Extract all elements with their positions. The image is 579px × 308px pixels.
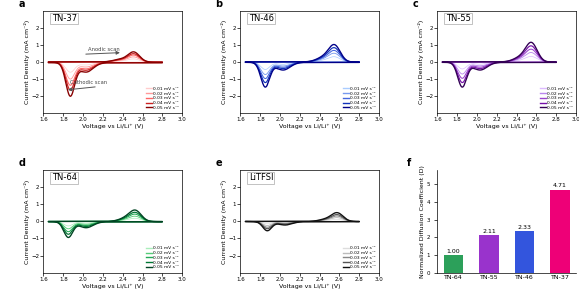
- Text: c: c: [412, 0, 418, 9]
- Y-axis label: Current Density (mA cm⁻²): Current Density (mA cm⁻²): [221, 20, 227, 104]
- Legend: 0.01 mV s⁻¹, 0.02 mV s⁻¹, 0.03 mV s⁻¹, 0.04 mV s⁻¹, 0.05 mV s⁻¹: 0.01 mV s⁻¹, 0.02 mV s⁻¹, 0.03 mV s⁻¹, 0…: [343, 86, 377, 111]
- X-axis label: Voltage vs Li/Li⁺ (V): Voltage vs Li/Li⁺ (V): [82, 124, 144, 129]
- Text: Cathodic scan: Cathodic scan: [70, 80, 107, 85]
- Y-axis label: Current Density (mA cm⁻²): Current Density (mA cm⁻²): [24, 179, 30, 264]
- Legend: 0.01 mV s⁻¹, 0.02 mV s⁻¹, 0.03 mV s⁻¹, 0.04 mV s⁻¹, 0.05 mV s⁻¹: 0.01 mV s⁻¹, 0.02 mV s⁻¹, 0.03 mV s⁻¹, 0…: [343, 245, 377, 270]
- Text: TN-37: TN-37: [52, 14, 77, 23]
- Text: e: e: [215, 158, 222, 168]
- Text: b: b: [215, 0, 222, 9]
- Legend: 0.01 mV s⁻¹, 0.02 mV s⁻¹, 0.03 mV s⁻¹, 0.04 mV s⁻¹, 0.05 mV s⁻¹: 0.01 mV s⁻¹, 0.02 mV s⁻¹, 0.03 mV s⁻¹, 0…: [540, 86, 574, 111]
- Text: TN-64: TN-64: [52, 173, 77, 182]
- Text: 2.11: 2.11: [482, 229, 496, 234]
- Y-axis label: Current Density (mA cm⁻²): Current Density (mA cm⁻²): [221, 179, 227, 264]
- Bar: [515, 232, 534, 273]
- Text: a: a: [19, 0, 25, 9]
- Text: LiTFSI: LiTFSI: [249, 173, 273, 182]
- Text: 1.00: 1.00: [446, 249, 460, 254]
- Text: TN-55: TN-55: [446, 14, 471, 23]
- Bar: [444, 255, 463, 273]
- X-axis label: Voltage vs Li/Li⁺ (V): Voltage vs Li/Li⁺ (V): [279, 124, 340, 129]
- Legend: 0.01 mV s⁻¹, 0.02 mV s⁻¹, 0.03 mV s⁻¹, 0.04 mV s⁻¹, 0.05 mV s⁻¹: 0.01 mV s⁻¹, 0.02 mV s⁻¹, 0.03 mV s⁻¹, 0…: [145, 86, 180, 111]
- Legend: 0.01 mV s⁻¹, 0.02 mV s⁻¹, 0.03 mV s⁻¹, 0.04 mV s⁻¹, 0.05 mV s⁻¹: 0.01 mV s⁻¹, 0.02 mV s⁻¹, 0.03 mV s⁻¹, 0…: [145, 245, 180, 270]
- Text: Anodic scan: Anodic scan: [88, 47, 120, 52]
- Y-axis label: Current Density (mA cm⁻²): Current Density (mA cm⁻²): [24, 20, 30, 104]
- Text: 4.71: 4.71: [553, 184, 567, 188]
- Text: 2.33: 2.33: [518, 225, 532, 230]
- X-axis label: Voltage vs Li/Li⁺ (V): Voltage vs Li/Li⁺ (V): [476, 124, 537, 129]
- Text: d: d: [19, 158, 25, 168]
- Y-axis label: Current Density (mA cm⁻²): Current Density (mA cm⁻²): [417, 20, 424, 104]
- X-axis label: Voltage vs Li/Li⁺ (V): Voltage vs Li/Li⁺ (V): [279, 284, 340, 289]
- Bar: [550, 189, 570, 273]
- Bar: [479, 235, 499, 273]
- Y-axis label: Normalized Diffusion Coefficient (D): Normalized Diffusion Coefficient (D): [420, 165, 425, 278]
- Text: TN-46: TN-46: [249, 14, 274, 23]
- X-axis label: Voltage vs Li/Li⁺ (V): Voltage vs Li/Li⁺ (V): [82, 284, 144, 289]
- Text: f: f: [407, 158, 411, 168]
